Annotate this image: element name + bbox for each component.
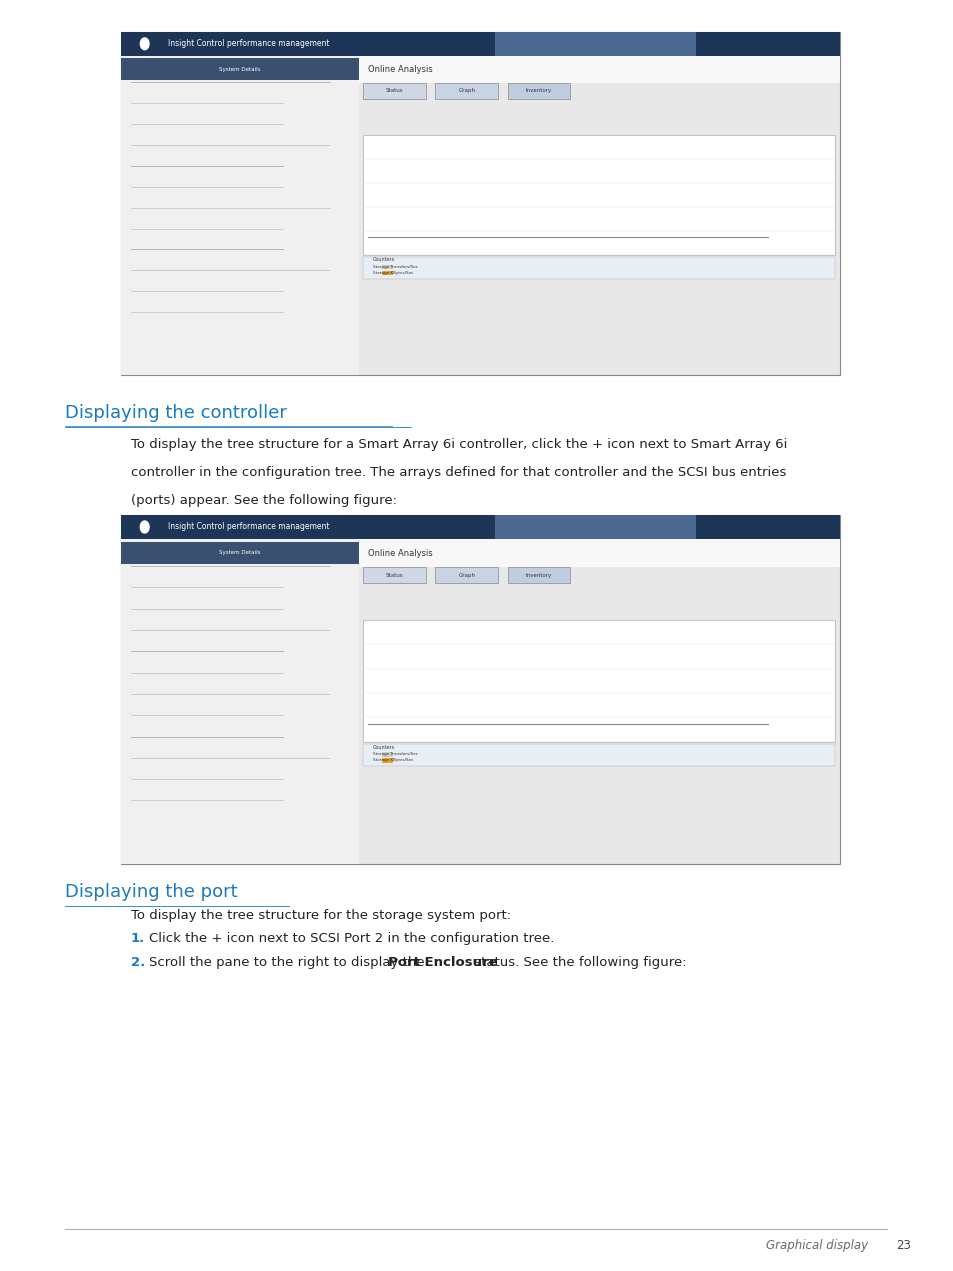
FancyBboxPatch shape [435, 84, 497, 99]
FancyBboxPatch shape [121, 56, 358, 375]
Text: 23: 23 [895, 1239, 910, 1252]
FancyBboxPatch shape [435, 567, 497, 583]
FancyBboxPatch shape [121, 515, 840, 864]
Text: Displaying the controller: Displaying the controller [65, 404, 287, 422]
FancyBboxPatch shape [381, 271, 393, 276]
FancyBboxPatch shape [495, 32, 696, 56]
Text: Port Enclosure: Port Enclosure [387, 956, 497, 969]
FancyBboxPatch shape [507, 567, 570, 583]
FancyBboxPatch shape [121, 32, 840, 56]
Text: Inventory: Inventory [525, 89, 552, 94]
Text: Inventory: Inventory [525, 572, 552, 577]
Text: Online Analysis: Online Analysis [368, 65, 432, 74]
Text: To display the tree structure for the storage system port:: To display the tree structure for the st… [131, 909, 510, 921]
FancyBboxPatch shape [121, 539, 358, 864]
Circle shape [140, 38, 149, 50]
Text: Counters: Counters [373, 745, 395, 750]
Text: Click the + icon next to SCSI Port 2 in the configuration tree.: Click the + icon next to SCSI Port 2 in … [150, 932, 554, 944]
FancyBboxPatch shape [381, 264, 393, 269]
FancyBboxPatch shape [363, 84, 425, 99]
FancyBboxPatch shape [363, 567, 425, 583]
Text: Scroll the pane to the right to display the: Scroll the pane to the right to display … [150, 956, 429, 969]
Text: System Details: System Details [219, 550, 260, 555]
Text: 1.: 1. [131, 932, 145, 944]
Text: 2.: 2. [131, 956, 145, 969]
Text: (ports) appear. See the following figure:: (ports) appear. See the following figure… [131, 494, 396, 507]
Text: controller in the configuration tree. The arrays defined for that controller and: controller in the configuration tree. Th… [131, 466, 785, 479]
Text: Online Analysis: Online Analysis [368, 549, 432, 558]
Text: Status: Status [385, 89, 403, 94]
FancyBboxPatch shape [363, 620, 835, 742]
FancyBboxPatch shape [381, 752, 393, 756]
Text: Storage KBytes/Sec: Storage KBytes/Sec [373, 271, 413, 275]
Text: Graph: Graph [457, 89, 475, 94]
FancyBboxPatch shape [358, 539, 840, 567]
Text: Insight Control performance management: Insight Control performance management [168, 522, 329, 531]
Text: Insight Control performance management: Insight Control performance management [168, 39, 329, 48]
Text: Storage Transfers/Sec: Storage Transfers/Sec [373, 264, 417, 269]
Text: Storage KBytes/Sec: Storage KBytes/Sec [373, 759, 413, 763]
FancyBboxPatch shape [495, 515, 696, 539]
Text: Graph: Graph [457, 572, 475, 577]
FancyBboxPatch shape [696, 515, 840, 539]
Text: System Details: System Details [219, 66, 260, 71]
FancyBboxPatch shape [121, 32, 840, 375]
FancyBboxPatch shape [121, 58, 358, 80]
Text: Graphical display: Graphical display [765, 1239, 867, 1252]
Text: To display the tree structure for a Smart Array 6i controller, click the + icon : To display the tree structure for a Smar… [131, 438, 786, 451]
Text: status. See the following figure:: status. See the following figure: [470, 956, 686, 969]
FancyBboxPatch shape [507, 84, 570, 99]
FancyBboxPatch shape [121, 515, 840, 539]
Text: Counters: Counters [373, 258, 395, 263]
Text: Status: Status [385, 572, 403, 577]
FancyBboxPatch shape [363, 135, 835, 254]
FancyBboxPatch shape [363, 744, 835, 766]
FancyBboxPatch shape [696, 32, 840, 56]
FancyBboxPatch shape [363, 257, 835, 278]
FancyBboxPatch shape [358, 56, 840, 84]
FancyBboxPatch shape [121, 541, 358, 564]
Text: Storage Transfers/Sec: Storage Transfers/Sec [373, 752, 417, 756]
FancyBboxPatch shape [381, 759, 393, 763]
Circle shape [140, 521, 149, 533]
Text: Displaying the port: Displaying the port [65, 883, 237, 901]
